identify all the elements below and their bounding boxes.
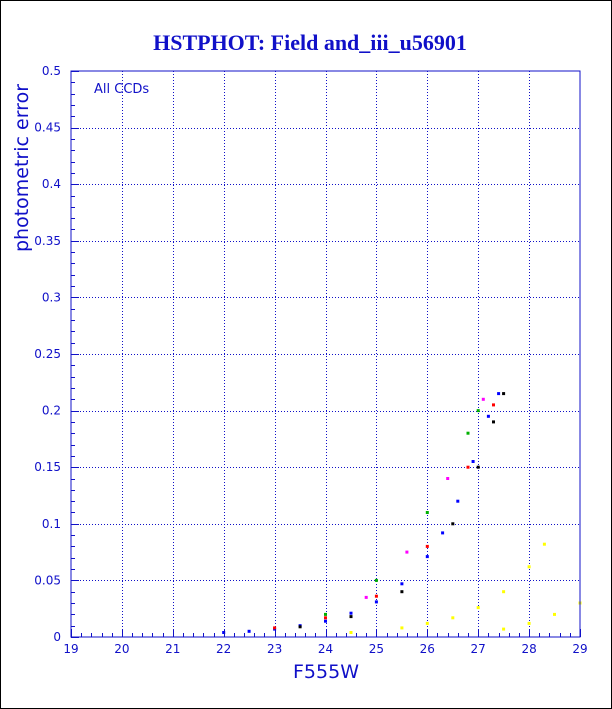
x-tick-label: 26 — [420, 642, 435, 656]
ccd-annotation: All CCDs — [94, 82, 149, 97]
data-point — [542, 542, 546, 546]
data-point — [364, 595, 368, 599]
data-point — [374, 578, 378, 582]
y-tick-label: 0.2 — [42, 404, 61, 418]
data-point — [273, 626, 277, 630]
x-tick-label: 19 — [63, 642, 78, 656]
data-point — [451, 522, 455, 526]
data-point — [374, 600, 378, 604]
data-point — [425, 511, 429, 514]
data-point — [400, 626, 404, 630]
data-point — [247, 629, 251, 633]
x-tick-label: 28 — [521, 642, 536, 656]
data-point — [324, 612, 327, 616]
chart-title: HSTPHOT: Field and_iii_u56901 — [153, 30, 467, 55]
data-point — [400, 590, 404, 594]
grid — [71, 71, 580, 637]
axes-ticks: 19 20 21 22 23 24 25 26 27 28 29 0 0.05 0.1 0.15 0.2 0.2… — [34, 64, 587, 656]
data-point — [502, 392, 506, 396]
y-tick-label: 0.45 — [34, 121, 61, 135]
data-point — [425, 555, 429, 559]
data-point — [471, 460, 475, 463]
data-point — [502, 627, 506, 631]
x-tick-label: 23 — [267, 642, 282, 656]
y-tick-label: 0.15 — [34, 460, 61, 474]
x-tick-label: 22 — [216, 642, 231, 656]
data-point — [298, 625, 302, 629]
x-tick-label: 27 — [471, 642, 486, 656]
data-point — [486, 414, 490, 418]
y-tick-label: 0 — [53, 630, 61, 644]
data-point — [476, 409, 480, 413]
y-tick-label: 0.3 — [42, 290, 61, 304]
data-point — [441, 531, 445, 535]
data-point — [553, 612, 556, 616]
data-point — [405, 550, 409, 554]
data-point — [476, 606, 480, 610]
data-point — [502, 590, 506, 594]
data-point — [425, 544, 429, 548]
data-point — [222, 631, 226, 634]
x-tick-label: 29 — [572, 642, 587, 656]
y-axis-label: photometric error — [11, 84, 33, 252]
data-point — [492, 420, 495, 424]
data-point — [451, 616, 455, 620]
data-point — [324, 619, 327, 623]
data-point — [400, 582, 404, 586]
data-point — [476, 465, 480, 469]
data-point — [324, 616, 327, 620]
data-points — [222, 392, 582, 634]
data-point — [466, 465, 470, 469]
data-point — [349, 631, 353, 634]
x-tick-label: 20 — [114, 642, 129, 656]
y-tick-label: 0.25 — [34, 347, 61, 361]
y-tick-label: 0.05 — [34, 573, 61, 587]
y-tick-label: 0.1 — [42, 517, 61, 531]
data-point — [349, 615, 353, 619]
data-point — [456, 499, 460, 503]
data-point — [497, 392, 501, 396]
y-tick-label: 0.35 — [34, 234, 61, 248]
x-tick-label: 25 — [369, 642, 384, 656]
data-point — [492, 403, 495, 407]
x-axis-label: F555W — [293, 661, 359, 683]
data-point — [466, 431, 470, 435]
x-tick-label: 21 — [165, 642, 180, 656]
data-point — [374, 594, 378, 598]
data-point — [425, 621, 429, 625]
y-tick-label: 0.5 — [42, 64, 61, 78]
y-tick-label: 0.4 — [42, 177, 61, 191]
data-point — [527, 621, 531, 625]
data-point — [349, 611, 353, 615]
x-tick-label: 24 — [318, 642, 333, 656]
data-point — [527, 565, 531, 569]
data-point — [481, 397, 485, 401]
data-point — [446, 477, 450, 480]
